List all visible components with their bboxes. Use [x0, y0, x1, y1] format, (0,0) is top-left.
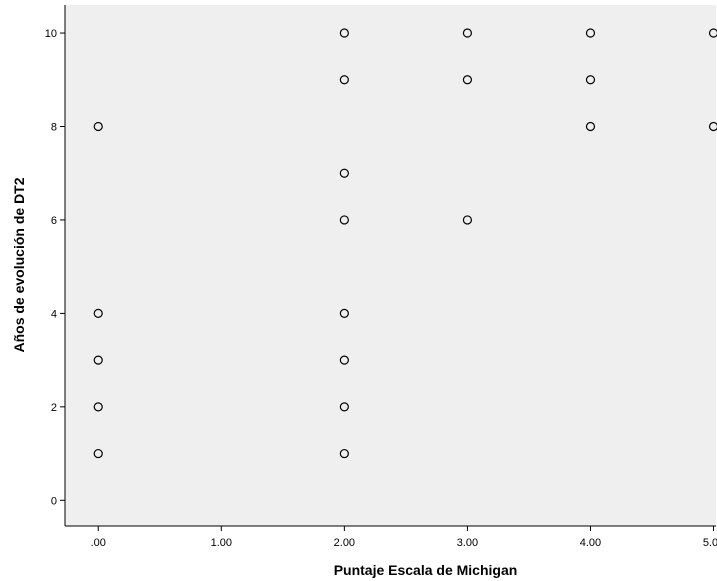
y-tick-label: 2 [51, 402, 57, 414]
data-point [93, 448, 103, 459]
y-tick-label: 10 [45, 28, 57, 40]
x-tick-label: 3.00 [457, 537, 478, 549]
data-point [93, 355, 103, 365]
y-axis-ticks: 0 2 4 6 8 10 [45, 28, 65, 507]
x-axis-ticks: .00 1.00 2.00 3.00 4.00 5.00 [91, 526, 717, 549]
data-point [339, 215, 349, 225]
data-point [462, 28, 473, 38]
x-tick-label: .00 [91, 537, 106, 549]
data-point [585, 121, 596, 132]
data-point [708, 121, 717, 132]
x-tick-label: 1.00 [211, 537, 232, 549]
data-point [585, 28, 596, 38]
data-point [93, 308, 103, 318]
data-point [339, 448, 349, 459]
data-point [339, 75, 349, 85]
plot-area [65, 5, 716, 526]
y-axis-title: Años de evolución de DT2 [11, 177, 27, 352]
x-tick-label: 4.00 [580, 537, 601, 549]
data-point [93, 121, 103, 132]
data-point [93, 402, 103, 412]
y-tick-label: 4 [51, 308, 57, 320]
x-tick-label: 2.00 [334, 537, 355, 549]
y-tick-label: 8 [51, 121, 57, 133]
data-points [93, 28, 717, 459]
data-point [708, 28, 717, 38]
data-point [462, 75, 473, 85]
data-point [339, 355, 349, 365]
x-tick-label: 5.00 [703, 537, 717, 549]
data-point [339, 168, 349, 178]
data-point [339, 308, 349, 318]
data-point [585, 75, 596, 85]
data-point [339, 28, 349, 38]
y-tick-label: 0 [51, 495, 57, 507]
y-tick-label: 6 [51, 215, 57, 227]
data-point [339, 402, 349, 412]
x-axis-title: Puntaje Escala de Michigan [334, 562, 518, 578]
data-point [462, 215, 473, 225]
